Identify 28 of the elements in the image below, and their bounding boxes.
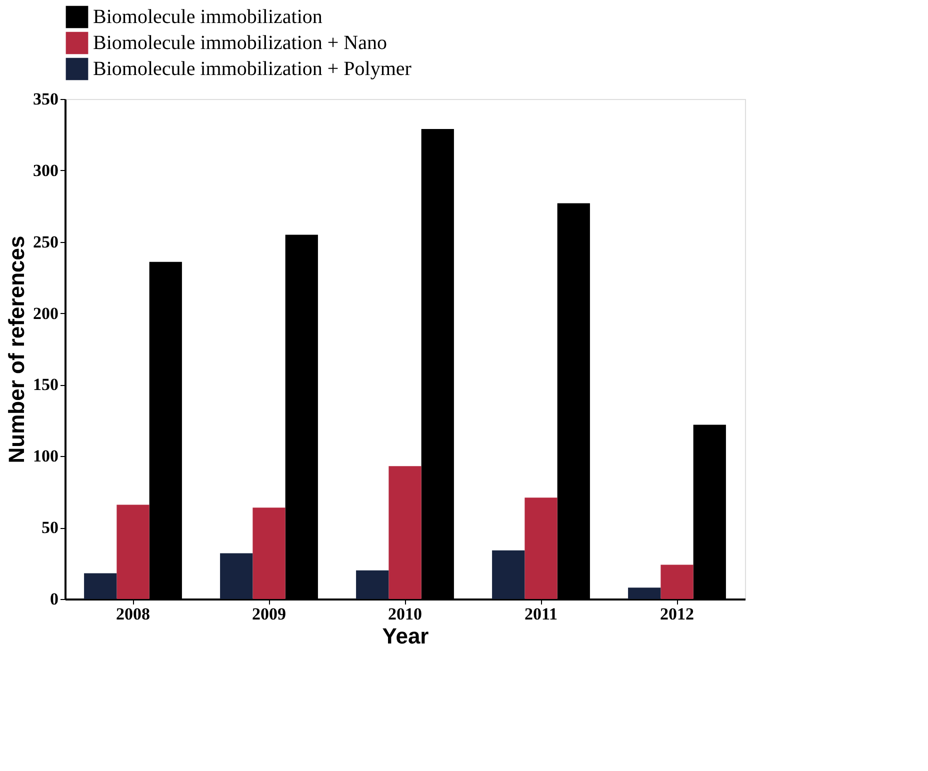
x-tick-label: 2008 — [116, 604, 150, 624]
legend-label: Biomolecule immobilization + Polymer — [93, 58, 412, 80]
bar — [220, 553, 253, 599]
y-tick-label: 250 — [33, 232, 58, 252]
y-tick-label: 350 — [33, 90, 58, 108]
bar — [356, 570, 389, 599]
x-tick-label: 2011 — [524, 604, 558, 624]
bar — [116, 504, 150, 599]
x-tick-label: 2012 — [660, 604, 694, 624]
bar — [660, 564, 694, 599]
y-axis-title: Number of references — [4, 236, 29, 464]
y-tick-label: 200 — [33, 304, 58, 323]
y-tick-label: 100 — [33, 446, 58, 466]
y-tick-label: 150 — [33, 375, 58, 394]
y-tick-label: 50 — [42, 518, 58, 538]
x-axis-title: Year — [382, 624, 430, 648]
bar — [388, 466, 422, 599]
bar — [524, 498, 558, 599]
bar — [492, 550, 525, 599]
bar — [84, 573, 117, 599]
legend-label: Biomolecule immobilization + Nano — [93, 32, 388, 54]
y-tick-label: 300 — [33, 160, 58, 180]
x-tick-label: 2009 — [252, 604, 286, 624]
x-tick-label: 2010 — [388, 604, 422, 624]
bar — [252, 508, 286, 599]
bar — [628, 588, 661, 599]
y-tick-label: 0 — [50, 590, 58, 608]
legend-label: Biomolecule immobilization — [93, 6, 322, 28]
